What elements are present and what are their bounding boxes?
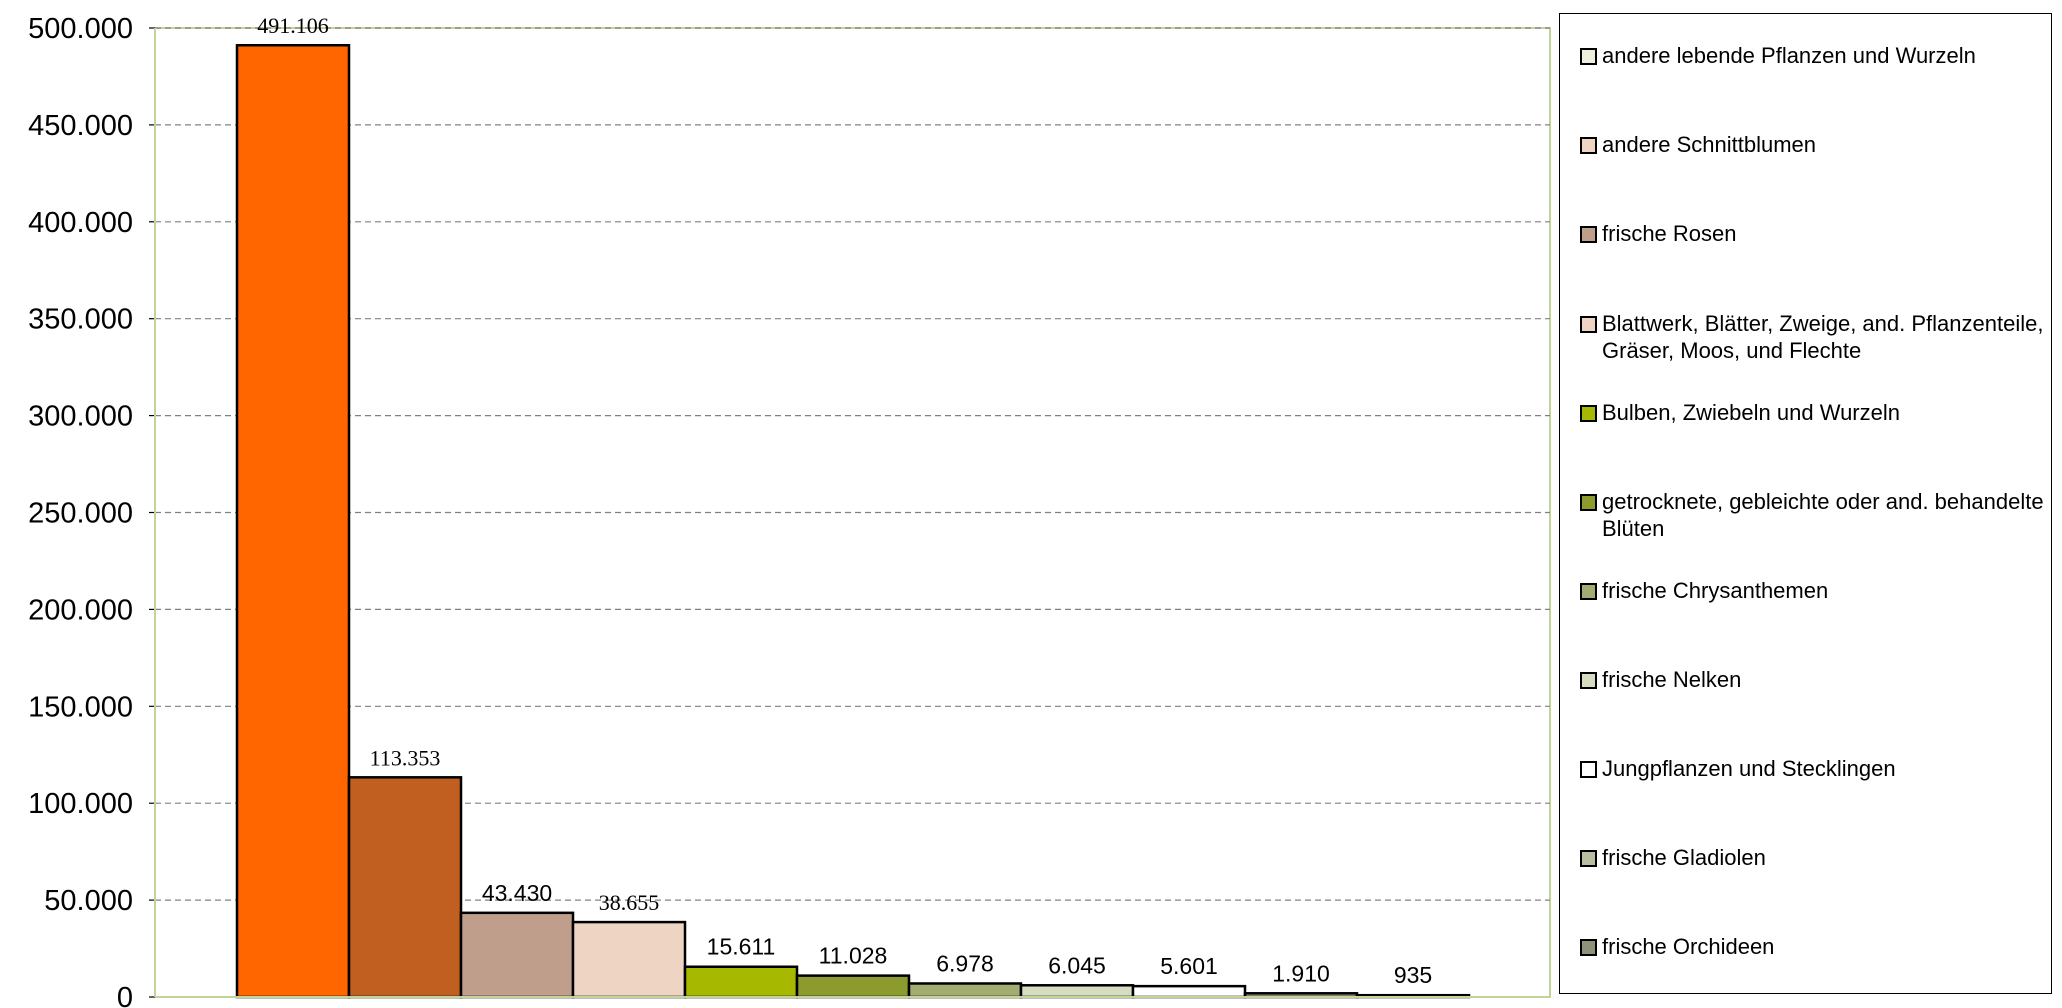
legend-swatch xyxy=(1580,405,1597,422)
legend-swatch xyxy=(1580,672,1597,689)
bar xyxy=(907,982,1023,999)
legend-item: frische Rosen xyxy=(1580,220,2050,247)
legend-swatch xyxy=(1580,48,1597,65)
bar xyxy=(1131,984,1247,999)
bar xyxy=(795,974,911,999)
y-tick-label: 500.000 xyxy=(28,13,133,45)
legend-label: Jungpflanzen und Stecklingen xyxy=(1602,756,1896,781)
bar xyxy=(571,920,687,999)
data-label: 15.611 xyxy=(707,934,776,960)
legend-item: getrocknete, gebleichte oder and. behand… xyxy=(1580,488,2050,542)
chart-legend: andere lebende Pflanzen und Wurzeln ande… xyxy=(1559,13,2052,994)
legend-item: frische Gladiolen xyxy=(1580,844,2050,871)
data-label: 935 xyxy=(1394,962,1432,988)
legend-swatch xyxy=(1580,850,1597,867)
data-label: 38.655 xyxy=(599,890,660,915)
legend-label: Blattwerk, Blätter, Zweige, and. Pflanze… xyxy=(1602,311,2044,363)
data-label: 1.910 xyxy=(1272,960,1330,986)
y-tick-label: 50.000 xyxy=(44,885,133,917)
legend-swatch xyxy=(1580,494,1597,511)
data-label: 6.045 xyxy=(1048,952,1106,978)
bar xyxy=(347,776,463,999)
legend-item: Bulben, Zwiebeln und Wurzeln xyxy=(1580,399,2050,426)
y-tick-label: 250.000 xyxy=(28,498,133,530)
bar xyxy=(1019,984,1135,999)
legend-swatch xyxy=(1580,316,1597,333)
legend-swatch xyxy=(1580,583,1597,600)
legend-item: frische Chrysanthemen xyxy=(1580,577,2050,604)
y-tick-label: 100.000 xyxy=(28,788,133,820)
legend-label: getrocknete, gebleichte oder and. behand… xyxy=(1602,489,2044,541)
legend-label: andere Schnittblumen xyxy=(1602,132,1817,157)
bar xyxy=(235,43,351,999)
legend-swatch xyxy=(1580,226,1597,243)
data-label: 43.430 xyxy=(482,880,552,906)
legend-swatch xyxy=(1580,761,1597,778)
legend-label: frische Chrysanthemen xyxy=(1602,578,1829,603)
y-tick-label: 400.000 xyxy=(28,207,133,239)
y-tick-label: 200.000 xyxy=(28,594,133,626)
legend-item: frische Nelken xyxy=(1580,666,2050,693)
y-tick-label: 0 xyxy=(117,982,133,1008)
legend-swatch xyxy=(1580,137,1597,154)
legend-label: frische Nelken xyxy=(1602,667,1742,692)
y-tick-label: 150.000 xyxy=(28,691,133,723)
legend-item: Blattwerk, Blätter, Zweige, and. Pflanze… xyxy=(1580,310,2050,364)
data-label: 11.028 xyxy=(819,943,888,969)
legend-item: andere lebende Pflanzen und Wurzeln xyxy=(1580,42,2050,69)
legend-label: frische Gladiolen xyxy=(1602,845,1766,870)
bar xyxy=(683,965,799,999)
legend-label: frische Orchideen xyxy=(1602,934,1775,959)
legend-label: Bulben, Zwiebeln und Wurzeln xyxy=(1602,400,1900,425)
y-tick-label: 350.000 xyxy=(28,304,133,336)
bar xyxy=(459,911,575,999)
legend-label: andere lebende Pflanzen und Wurzeln xyxy=(1602,43,1976,68)
data-label: 491.106 xyxy=(257,13,329,38)
legend-item: Jungpflanzen und Stecklingen xyxy=(1580,755,2050,782)
y-tick-label: 300.000 xyxy=(28,401,133,433)
legend-swatch xyxy=(1580,939,1597,956)
y-tick-label: 450.000 xyxy=(28,110,133,142)
legend-label: frische Rosen xyxy=(1602,221,1737,246)
legend-item: andere Schnittblumen xyxy=(1580,131,2050,158)
legend-item: frische Orchideen xyxy=(1580,933,2050,960)
data-label: 5.601 xyxy=(1160,953,1218,979)
data-label: 113.353 xyxy=(370,745,441,770)
data-label: 6.978 xyxy=(936,950,994,976)
